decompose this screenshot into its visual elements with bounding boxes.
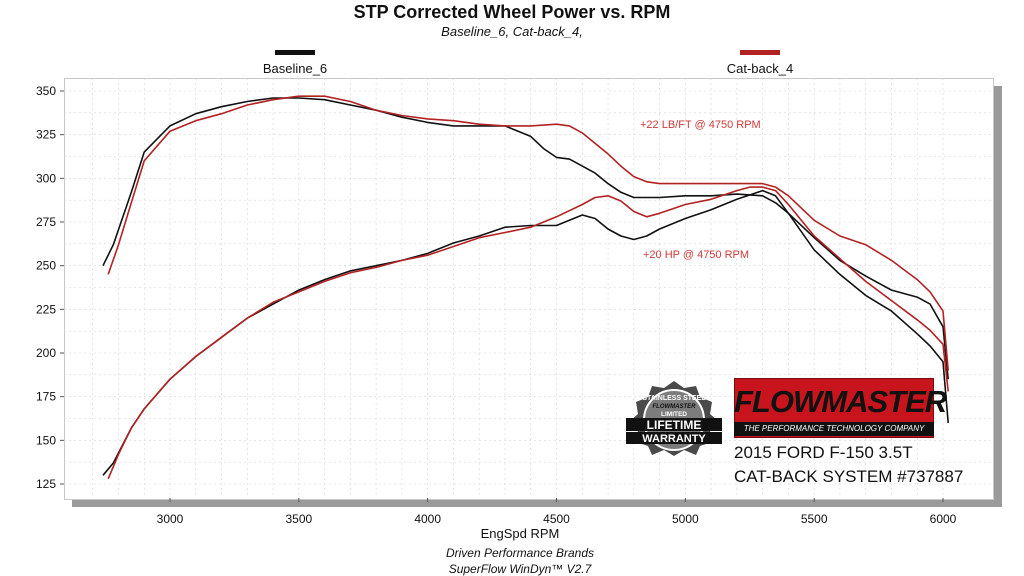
y-tick-label: 250 (36, 259, 56, 273)
legend-swatch-baseline (275, 50, 315, 55)
legend-item-baseline: Baseline_6 (235, 50, 355, 76)
x-tick-label: 4000 (414, 512, 441, 526)
footer-software: SuperFlow WinDyn™ V2.7 (448, 562, 592, 576)
chart-title: STP Corrected Wheel Power vs. RPM (353, 2, 671, 22)
brand-name: FLOWMASTER (734, 384, 947, 419)
flowmaster-logo: FLOWMASTER THE PERFORMANCE TECHNOLOGY CO… (734, 378, 947, 438)
torque-gain-annotation: +22 LB/FT @ 4750 RPM (640, 119, 761, 131)
y-tick-label: 200 (36, 346, 56, 360)
x-tick-label: 3000 (157, 512, 184, 526)
y-tick-label: 175 (36, 390, 56, 404)
brand-tagline: THE PERFORMANCE TECHNOLOGY COMPANY (734, 422, 934, 436)
system-part-number: CAT-BACK SYSTEM #737887 (734, 467, 964, 486)
catback-torque-line (107, 95, 949, 371)
y-tick-label: 300 (36, 171, 56, 185)
catback-power-line (107, 186, 949, 480)
x-tick-label: 4500 (543, 512, 570, 526)
badge-top-text: STAINLESS STEEL (642, 395, 706, 402)
y-tick-label: 325 (36, 128, 56, 142)
y-tick-label: 125 (36, 477, 56, 491)
badge-warranty-text: WARRANTY (642, 433, 706, 445)
y-tick-label: 225 (36, 302, 56, 316)
lifetime-warranty-badge: STAINLESS STEEL FLOWMASTER LIMITED LIFET… (624, 380, 724, 456)
vehicle-model: 2015 FORD F-150 3.5T (734, 443, 913, 462)
x-tick-label: 6000 (930, 512, 957, 526)
legend-item-catback: Cat-back_4 (700, 50, 820, 76)
badge-limited-text: LIMITED (661, 411, 687, 418)
legend-swatch-catback (740, 50, 780, 55)
y-tick-label: 275 (36, 215, 56, 229)
chart-subtitle: Baseline_6, Cat-back_4, (441, 24, 583, 39)
badge-lifetime-text: LIFETIME (647, 418, 702, 432)
footer-company: Driven Performance Brands (445, 546, 595, 560)
power-gain-annotation: +20 HP @ 4750 RPM (643, 249, 750, 261)
y-tick-label: 350 (36, 84, 56, 98)
badge-brand-text: FLOWMASTER (653, 404, 697, 410)
x-tick-label: 3500 (285, 512, 312, 526)
x-axis-label: EngSpd RPM (480, 526, 560, 541)
legend-label-baseline: Baseline_6 (262, 61, 328, 76)
legend-label-catback: Cat-back_4 (726, 61, 794, 76)
x-tick-label: 5500 (801, 512, 828, 526)
baseline-torque-line (102, 97, 949, 380)
x-tick-label: 5000 (672, 512, 699, 526)
y-tick-label: 150 (36, 433, 56, 447)
